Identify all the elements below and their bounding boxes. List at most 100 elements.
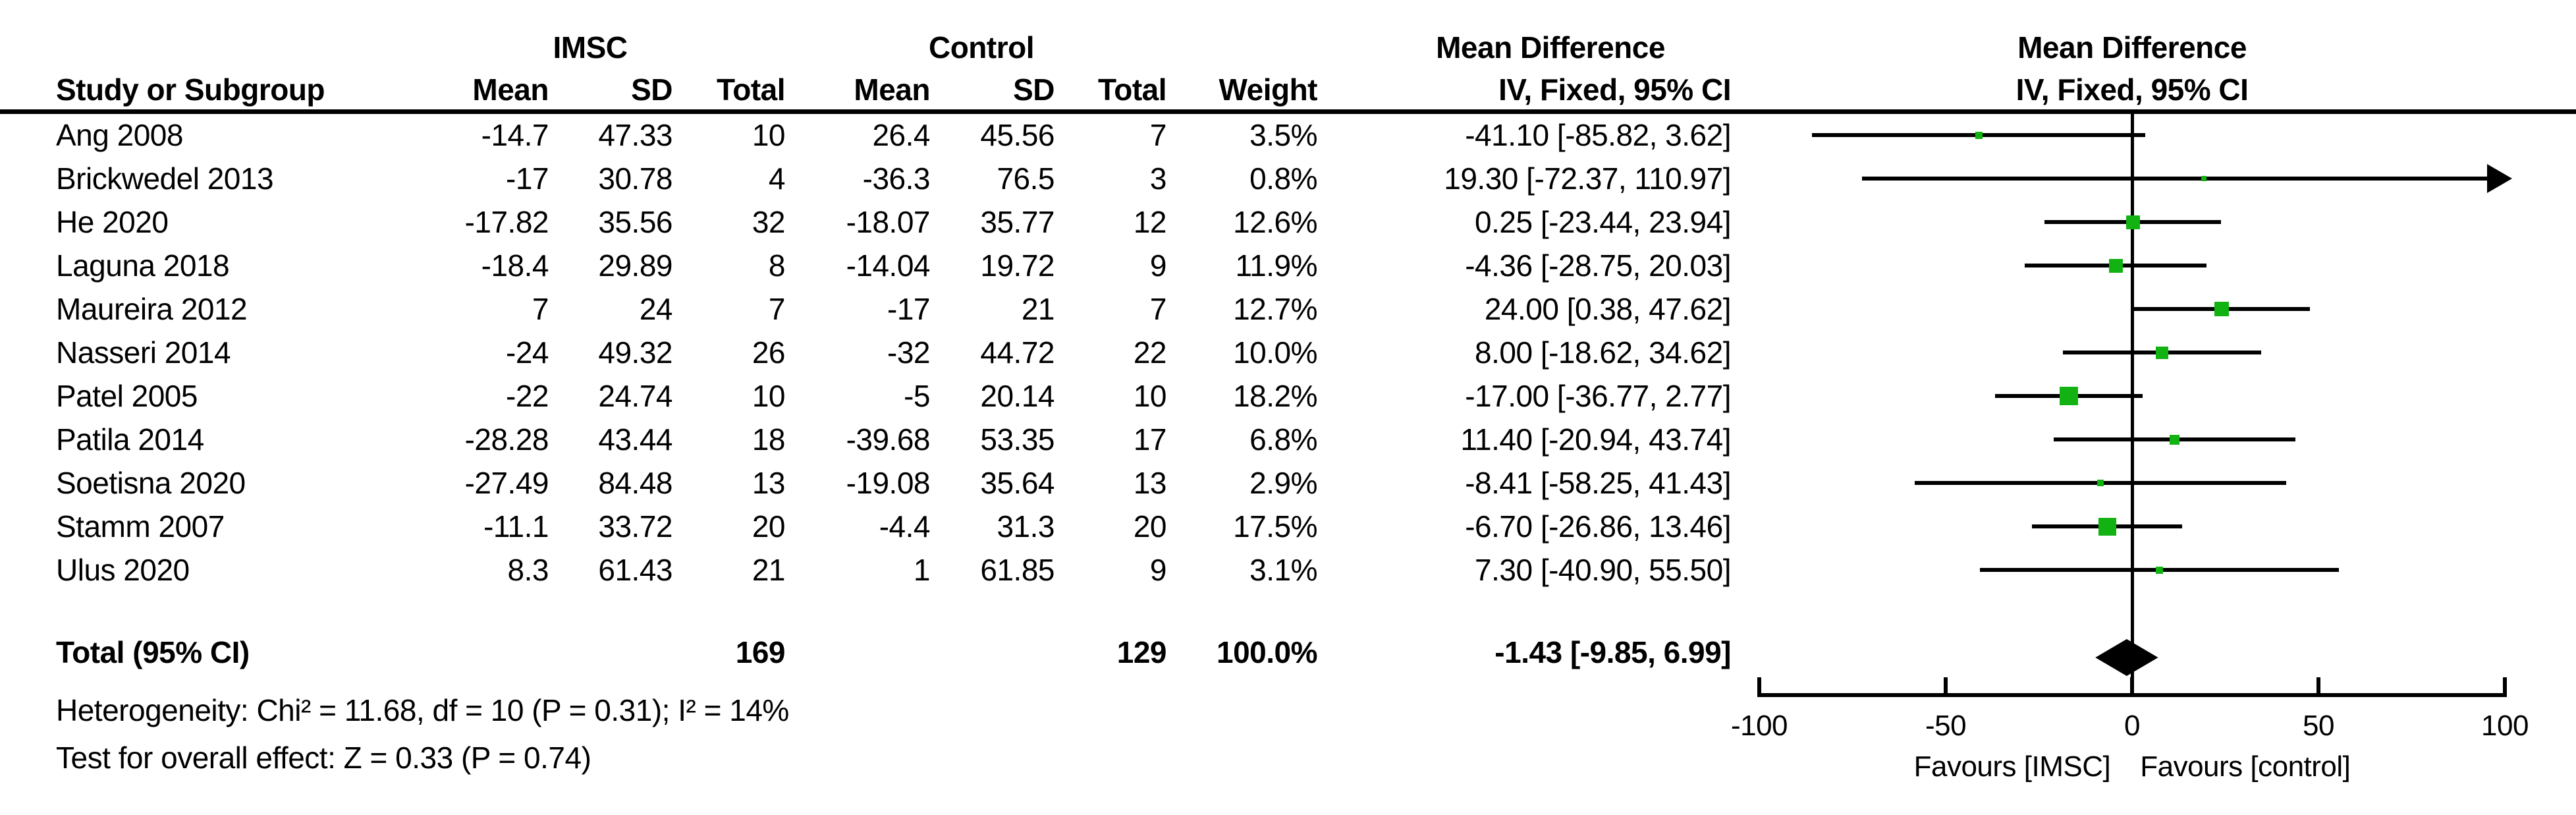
effect-marker [2155,346,2168,359]
weight-percent: 18.2% [1233,379,1317,413]
col-header-study: Study or Subgroup [56,72,325,107]
axis-tick [2316,677,2320,697]
weight-percent: 12.7% [1233,292,1317,326]
control-sd: 20.14 [980,379,1055,413]
imsc-mean: -22 [506,379,549,413]
control-mean: -14.04 [846,248,931,283]
imsc-mean: -27.49 [464,466,549,500]
weight-percent: 3.1% [1249,553,1317,587]
weight-percent: 6.8% [1249,422,1317,457]
total-weight: 100.0% [1216,635,1318,669]
imsc-sd: 30.78 [598,161,672,196]
study-name: Ang 2008 [56,118,183,152]
total-imsc-total: 169 [735,635,786,669]
study-row: Laguna 2018 -18.4 29.89 8 -14.04 19.72 9… [0,244,2576,287]
imsc-sd: 35.56 [598,205,672,239]
control-mean: -5 [904,379,930,413]
study-row: Ang 2008 -14.7 47.33 10 26.4 45.56 7 3.5… [0,113,2576,157]
control-total: 17 [1133,422,1167,457]
total-ci-text: -1.43 [-9.85, 6.99] [1494,635,1731,669]
imsc-mean: 7 [532,292,549,326]
study-row: Brickwedel 2013 -17 30.78 4 -36.3 76.5 3… [0,157,2576,200]
col-header-ci-plot: IV, Fixed, 95% CI [2015,72,2249,107]
control-sd: 19.72 [980,248,1055,283]
control-total: 3 [1149,161,1167,196]
control-total: 9 [1149,553,1167,587]
control-mean: -32 [887,335,930,370]
axis-tick-label: -50 [1925,710,1967,742]
total-label: Total (95% CI) [56,635,250,669]
control-total: 20 [1133,509,1167,544]
study-name: Nasseri 2014 [56,335,231,370]
imsc-total: 18 [752,422,786,457]
effect-marker [1975,131,1983,139]
col-header-control-mean: Mean [854,72,930,107]
axis-tick [1944,677,1948,697]
study-row: Patel 2005 -22 24.74 10 -5 20.14 10 18.2… [0,374,2576,418]
mean-difference-ci: -4.36 [-28.75, 20.03] [1465,248,1731,283]
effect-marker [2098,517,2116,536]
axis-direction-labels: Favours [IMSC] Favours [control] [1704,748,2560,785]
control-total: 13 [1133,466,1167,500]
study-name: Patila 2014 [56,422,204,457]
imsc-total: 8 [768,248,786,283]
control-mean: -39.68 [846,422,931,457]
control-sd: 53.35 [980,422,1055,457]
group-header-control: Control [928,30,1035,65]
study-name: Laguna 2018 [56,248,230,283]
weight-percent: 12.6% [1233,205,1317,239]
col-header-imsc-total: Total [717,72,785,107]
favours-right-label: Favours [control] [2140,750,2351,783]
axis-tick [1757,677,1761,697]
mean-difference-ci: 0.25 [-23.44, 23.94] [1475,205,1731,239]
imsc-mean: -17.82 [464,205,549,239]
group-header-imsc: IMSC [553,30,628,65]
col-header-imsc-mean: Mean [472,72,549,107]
group-header-mean-difference: Mean Difference [1436,30,1665,65]
effect-marker [2097,480,2104,486]
study-name: Stamm 2007 [56,509,225,544]
study-name: Patel 2005 [56,379,198,413]
control-mean: 1 [913,553,931,587]
study-row: Patila 2014 -28.28 43.44 18 -39.68 53.35… [0,418,2576,461]
study-name: Ulus 2020 [56,553,190,587]
control-sd: 21 [1021,292,1055,326]
overall-effect-text: Test for overall effect: Z = 0.33 (P = 0… [56,741,591,775]
imsc-mean: -17 [506,161,549,196]
control-sd: 31.3 [997,509,1055,544]
imsc-mean: -14.7 [481,118,549,152]
control-sd: 35.77 [980,205,1055,239]
axis-tick-label: 50 [2303,710,2334,742]
weight-percent: 2.9% [1249,466,1317,500]
imsc-total: 10 [752,118,786,152]
header-separator-line [0,109,2576,114]
control-sd: 45.56 [980,118,1055,152]
axis-tick-label: 100 [2481,710,2529,742]
effect-marker [2108,258,2123,273]
mean-difference-ci: 8.00 [-18.62, 34.62] [1475,335,1731,370]
study-row: Ulus 2020 8.3 61.43 21 1 61.85 9 3.1% 7.… [0,548,2576,592]
weight-percent: 11.9% [1235,248,1317,283]
favours-left-label: Favours [IMSC] [1913,750,2111,783]
mean-difference-ci: -41.10 [-85.82, 3.62] [1465,118,1731,152]
weight-percent: 3.5% [1249,118,1317,152]
control-total: 9 [1149,248,1167,283]
control-total: 7 [1149,292,1167,326]
mean-difference-ci: -17.00 [-36.77, 2.77] [1465,379,1731,413]
imsc-sd: 84.48 [598,466,672,500]
heterogeneity-text: Heterogeneity: Chi² = 11.68, df = 10 (P … [56,693,789,727]
study-row: He 2020 -17.82 35.56 32 -18.07 35.77 12 … [0,200,2576,244]
axis-tick [2503,677,2507,697]
group-header-mean-difference-plot: Mean Difference [2017,30,2247,65]
total-row: Total (95% CI) 169 129 100.0% -1.43 [-9.… [0,631,2576,674]
imsc-sd: 61.43 [598,553,672,587]
control-mean: -17 [887,292,930,326]
col-header-imsc-sd: SD [631,72,672,107]
study-name: Maureira 2012 [56,292,248,326]
arrow-right-icon [2487,164,2513,193]
control-mean: -4.4 [879,509,931,544]
control-total: 10 [1133,379,1167,413]
control-total: 7 [1149,118,1167,152]
imsc-total: 21 [752,553,786,587]
